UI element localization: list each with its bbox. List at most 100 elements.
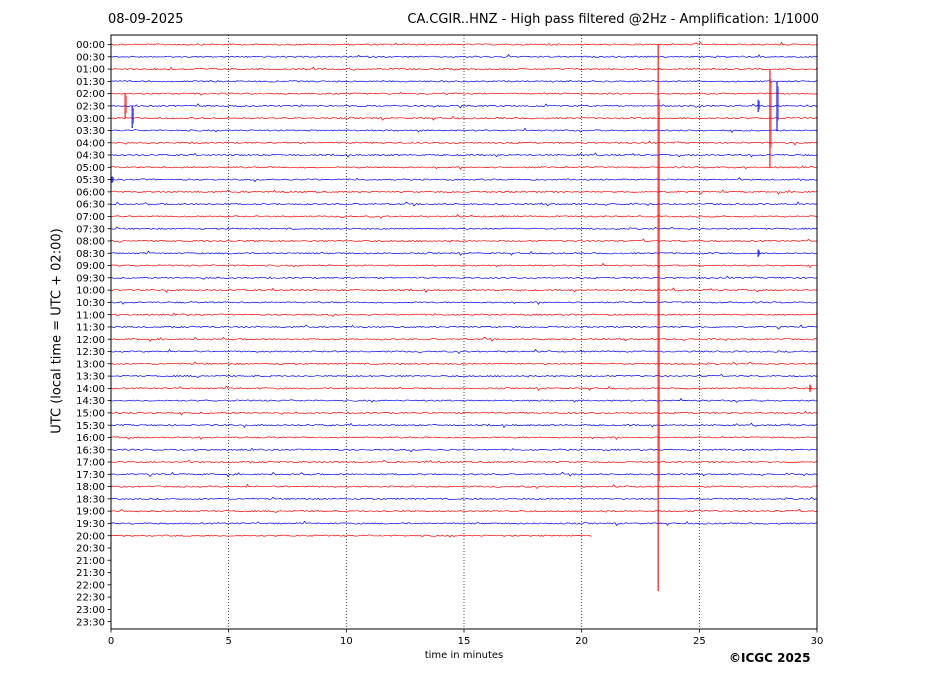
- y-tick-label-05:30: 05:30: [76, 175, 105, 186]
- y-tick-label-02:30: 02:30: [76, 102, 105, 113]
- trace-03:30: [110, 127, 818, 134]
- trace-14:30: [110, 397, 818, 403]
- trace-17:00: [110, 459, 818, 464]
- trace-19:30: [110, 520, 818, 526]
- y-tick-label-19:30: 19:30: [76, 519, 105, 530]
- trace-17:30: [110, 471, 818, 478]
- x-tick-label-10: 10: [340, 636, 353, 647]
- y-tick-label-23:00: 23:00: [76, 605, 105, 616]
- trace-06:30: [110, 201, 818, 207]
- y-tick-label-18:00: 18:00: [76, 482, 105, 493]
- y-tick-label-04:30: 04:30: [76, 151, 105, 162]
- trace-08:30: [110, 250, 818, 256]
- y-tick-label-01:30: 01:30: [76, 77, 105, 88]
- y-tick-label-20:30: 20:30: [76, 544, 105, 555]
- trace-18:30: [110, 496, 818, 501]
- y-tick-label-17:30: 17:30: [76, 470, 105, 481]
- trace-05:30: [110, 177, 818, 183]
- y-tick-label-04:00: 04:00: [76, 138, 105, 149]
- trace-11:00: [110, 312, 818, 318]
- y-tick-label-06:30: 06:30: [76, 200, 105, 211]
- y-tick-label-11:00: 11:00: [76, 310, 105, 321]
- x-tick-label-5: 5: [225, 636, 231, 647]
- chart-title: CA.CGIR..HNZ - High pass filtered @2Hz -…: [407, 12, 819, 27]
- trace-09:30: [110, 275, 818, 280]
- trace-05:00: [110, 165, 818, 170]
- y-tick-label-03:00: 03:00: [76, 114, 105, 125]
- x-tick-label-30: 30: [811, 636, 824, 647]
- y-tick-label-15:30: 15:30: [76, 421, 105, 432]
- y-tick-label-10:00: 10:00: [76, 286, 105, 297]
- trace-20:00: [110, 534, 592, 538]
- trace-01:30: [110, 79, 818, 83]
- y-tick-label-14:00: 14:00: [76, 384, 105, 395]
- y-tick-label-21:00: 21:00: [76, 556, 105, 567]
- y-tick-label-12:00: 12:00: [76, 335, 105, 346]
- y-tick-label-08:30: 08:30: [76, 249, 105, 260]
- trace-07:00: [110, 213, 818, 219]
- y-tick-label-00:00: 00:00: [76, 40, 105, 51]
- trace-15:00: [110, 410, 818, 416]
- trace-09:00: [110, 262, 818, 269]
- y-tick-label-07:30: 07:30: [76, 224, 105, 235]
- trace-00:00: [110, 41, 818, 46]
- y-tick-label-18:30: 18:30: [76, 494, 105, 505]
- x-tick-label-25: 25: [693, 636, 706, 647]
- trace-04:30: [110, 152, 818, 158]
- trace-19:00: [110, 508, 818, 513]
- y-tick-label-14:30: 14:30: [76, 396, 105, 407]
- y-tick-label-15:00: 15:00: [76, 409, 105, 420]
- y-tick-label-11:30: 11:30: [76, 323, 105, 334]
- trace-18:00: [110, 483, 818, 490]
- x-axis-label: time in minutes: [424, 650, 504, 661]
- trace-14:00: [110, 385, 818, 391]
- y-tick-label-17:00: 17:00: [76, 458, 105, 469]
- trace-02:00: [110, 91, 818, 96]
- trace-10:00: [110, 287, 818, 293]
- trace-03:00: [110, 115, 818, 121]
- y-tick-label-08:00: 08:00: [76, 237, 105, 248]
- y-tick-label-00:30: 00:30: [76, 52, 105, 63]
- y-tick-label-13:30: 13:30: [76, 372, 105, 383]
- y-tick-label-22:00: 22:00: [76, 580, 105, 591]
- trace-13:00: [110, 361, 818, 365]
- y-tick-label-16:00: 16:00: [76, 433, 105, 444]
- trace-13:30: [110, 373, 818, 378]
- y-tick-label-16:30: 16:30: [76, 445, 105, 456]
- x-tick-label-20: 20: [575, 636, 588, 647]
- y-tick-label-05:00: 05:00: [76, 163, 105, 174]
- y-tick-label-07:00: 07:00: [76, 212, 105, 223]
- date-label: 08-09-2025: [108, 12, 184, 27]
- trace-08:00: [110, 238, 818, 243]
- y-tick-label-10:30: 10:30: [76, 298, 105, 309]
- trace-06:00: [110, 189, 818, 195]
- y-tick-label-12:30: 12:30: [76, 347, 105, 358]
- y-tick-label-09:30: 09:30: [76, 273, 105, 284]
- y-tick-label-20:00: 20:00: [76, 531, 105, 542]
- trace-04:00: [110, 140, 818, 146]
- trace-11:30: [110, 324, 818, 330]
- trace-02:30: [110, 103, 818, 109]
- trace-00:30: [110, 54, 818, 58]
- y-tick-label-19:00: 19:00: [76, 507, 105, 518]
- y-tick-label-21:30: 21:30: [76, 568, 105, 579]
- trace-12:00: [110, 336, 818, 342]
- trace-16:30: [110, 447, 818, 453]
- trace-07:30: [110, 226, 818, 230]
- trace-16:00: [110, 436, 818, 441]
- y-tick-label-23:30: 23:30: [76, 617, 105, 628]
- x-tick-label-0: 0: [108, 636, 114, 647]
- y-tick-label-01:00: 01:00: [76, 65, 105, 76]
- y-tick-label-09:00: 09:00: [76, 261, 105, 272]
- y-tick-label-02:00: 02:00: [76, 89, 105, 100]
- y-tick-label-03:30: 03:30: [76, 126, 105, 137]
- trace-10:30: [110, 301, 818, 305]
- trace-15:30: [110, 422, 818, 429]
- y-tick-label-13:00: 13:00: [76, 359, 105, 370]
- copyright-credit: ©ICGC 2025: [729, 651, 811, 665]
- y-tick-label-22:30: 22:30: [76, 593, 105, 604]
- x-tick-label-15: 15: [458, 636, 471, 647]
- y-tick-label-06:00: 06:00: [76, 187, 105, 198]
- trace-12:30: [110, 348, 818, 354]
